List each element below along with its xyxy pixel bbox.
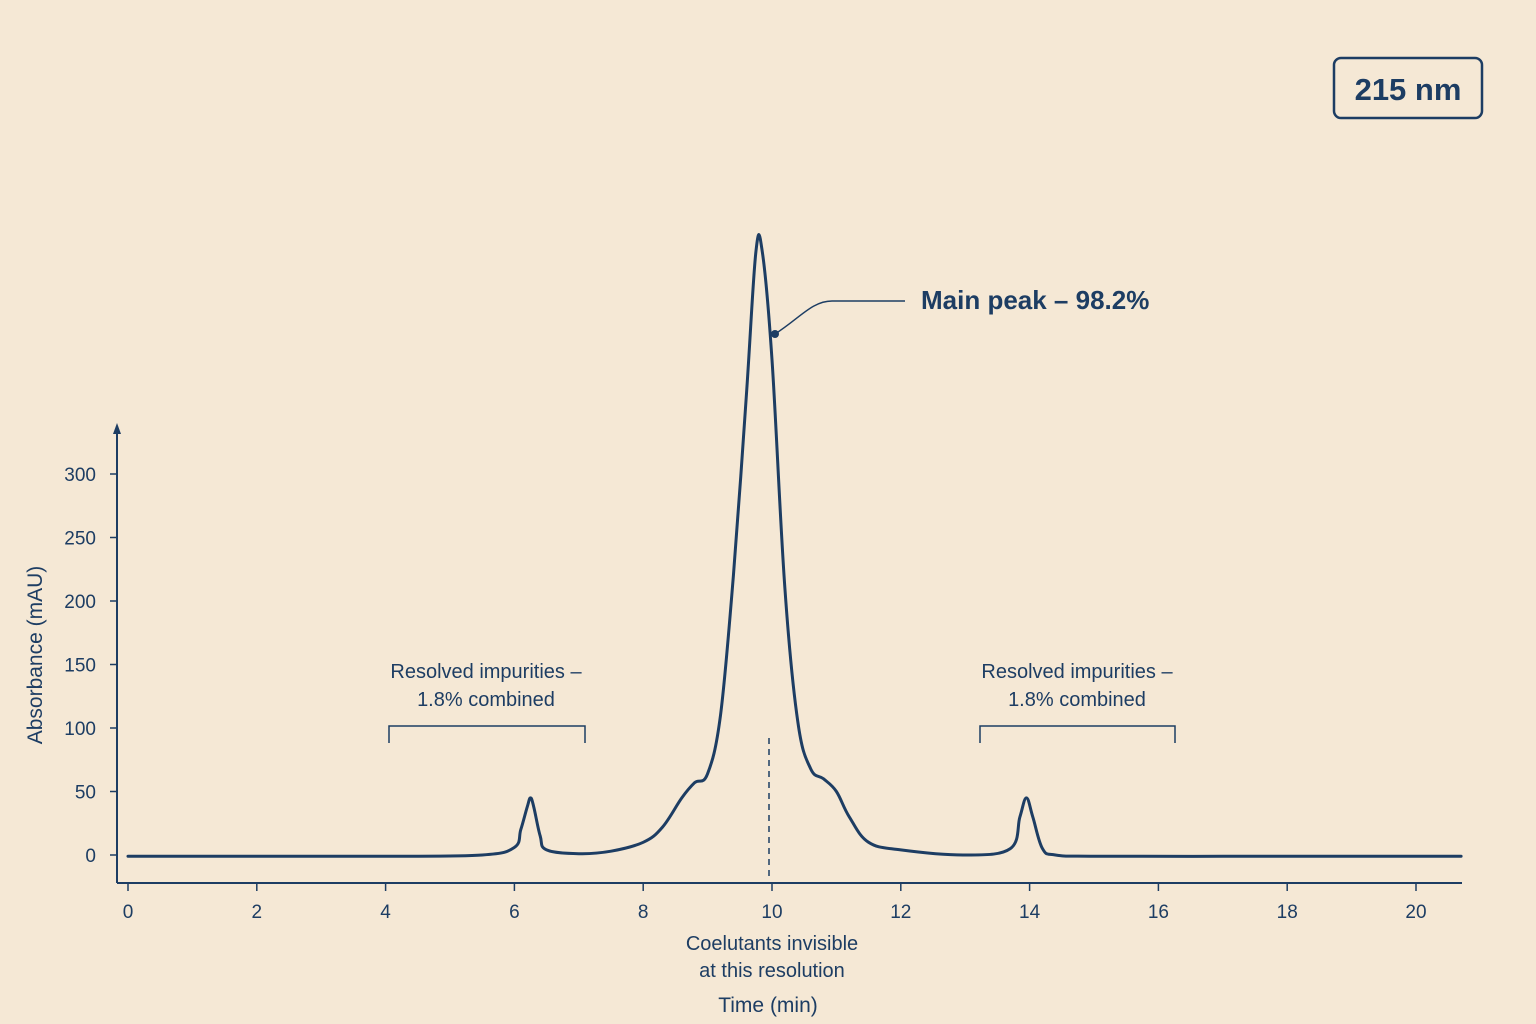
wavelength-badge-border xyxy=(1332,56,1484,120)
impurity-annotation-left: Resolved impurities – 1.8% combined xyxy=(388,661,586,743)
coelutant-label-line1: Coelutants invisible xyxy=(686,933,858,955)
x-tick-label: 14 xyxy=(1019,902,1041,923)
coelutant-label-line2: at this resolution xyxy=(699,960,845,982)
impurity-label-right-line1: Resolved impurities – xyxy=(981,661,1173,683)
y-axis-arrow xyxy=(113,423,121,434)
x-tick-label: 2 xyxy=(252,902,263,923)
y-tick-label: 200 xyxy=(64,592,96,613)
y-ticks: 0 50 100 150 200 250 300 xyxy=(64,465,117,867)
series-line xyxy=(126,233,1463,858)
impurity-bracket-right xyxy=(979,725,1176,743)
wavelength-badge-label: 215 nm xyxy=(1355,72,1462,107)
y-axis-title: Absorbance (mAU) xyxy=(24,566,47,745)
x-tick-label: 0 xyxy=(123,902,134,923)
x-tick-label: 10 xyxy=(761,902,782,923)
y-tick-label: 0 xyxy=(85,846,96,867)
impurity-label-left-line2: 1.8% combined xyxy=(417,689,555,711)
impurity-label-right-line2: 1.8% combined xyxy=(1008,689,1146,711)
x-tick-label: 4 xyxy=(380,902,391,923)
main-peak-label: Main peak – 98.2% xyxy=(921,285,1149,315)
x-tick-label: 16 xyxy=(1148,902,1169,923)
main-peak-leader-line xyxy=(774,300,905,335)
y-tick-label: 100 xyxy=(64,719,96,740)
main-peak-annotation: Main peak – 98.2% xyxy=(771,285,1149,338)
axes xyxy=(113,423,1462,884)
y-tick-label: 300 xyxy=(64,465,96,486)
x-tick-label: 20 xyxy=(1405,902,1426,923)
x-tick-label: 6 xyxy=(509,902,520,923)
y-tick-label: 250 xyxy=(64,529,96,550)
x-ticks: 0 2 4 6 8 10 12 14 16 18 20 xyxy=(123,883,1427,923)
x-axis-title: Time (min) xyxy=(718,994,818,1017)
coelutant-annotation: Coelutants invisible at this resolution xyxy=(686,738,858,982)
y-tick-label: 50 xyxy=(75,783,96,804)
x-tick-label: 8 xyxy=(638,902,649,923)
impurity-annotation-right: Resolved impurities – 1.8% combined xyxy=(979,661,1176,743)
x-tick-label: 18 xyxy=(1277,902,1298,923)
impurity-bracket-left xyxy=(388,725,586,743)
main-peak-marker xyxy=(771,330,779,338)
wavelength-badge: 215 nm xyxy=(1332,56,1484,120)
y-tick-label: 150 xyxy=(64,656,96,677)
impurity-label-left-line1: Resolved impurities – xyxy=(390,661,582,683)
x-tick-label: 12 xyxy=(890,902,911,923)
